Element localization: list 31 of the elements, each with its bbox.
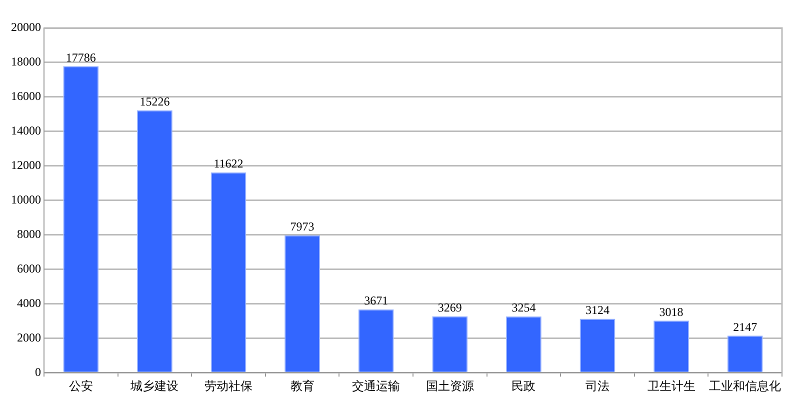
y-tick-label: 2000 [17,330,41,344]
x-tick-label: 教育 [290,378,314,393]
x-tick-label: 卫生计生 [647,378,696,393]
x-tick-label: 国土资源 [426,378,474,393]
data-label: 3124 [586,302,610,317]
data-label: 7973 [290,219,314,234]
y-tick-label: 16000 [11,89,41,104]
data-label: 17786 [66,50,96,64]
data-label: 11622 [214,156,244,171]
y-tick-label: 8000 [17,226,41,241]
data-label: 3254 [512,300,536,315]
x-tick-label: 交通运输 [352,378,400,393]
y-tick-label: 0 [35,364,41,379]
y-tick-label: 10000 [11,192,41,206]
x-tick-label: 公安 [68,378,93,393]
data-label: 15226 [140,94,170,108]
data-label: 3018 [659,304,684,319]
y-tick-label: 20000 [11,20,41,34]
data-label: 2147 [733,320,758,334]
y-tick-label: 6000 [17,261,41,276]
x-tick-label: 城乡建设 [130,378,179,393]
x-tick-label: 劳动社保 [204,378,252,393]
x-tick-label: 司法 [586,378,610,393]
data-label: 3671 [364,294,388,308]
y-tick-label: 12000 [11,158,41,172]
y-tick-label: 4000 [17,296,41,310]
x-tick-label: 民政 [512,378,536,393]
y-tick-label: 18000 [11,54,41,69]
x-tick-label: 工业和信息化 [709,378,782,393]
data-label: 3269 [438,300,462,314]
y-tick-label: 14000 [11,124,41,138]
